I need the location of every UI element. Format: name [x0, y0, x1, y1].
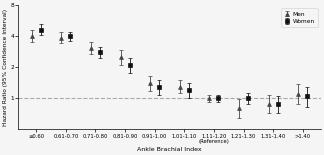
- Y-axis label: Hazard Ratio (95% Confidence Interval): Hazard Ratio (95% Confidence Interval): [4, 9, 8, 126]
- Legend: Men, Women: Men, Women: [282, 8, 318, 27]
- X-axis label: Ankle Brachial Index: Ankle Brachial Index: [137, 146, 202, 152]
